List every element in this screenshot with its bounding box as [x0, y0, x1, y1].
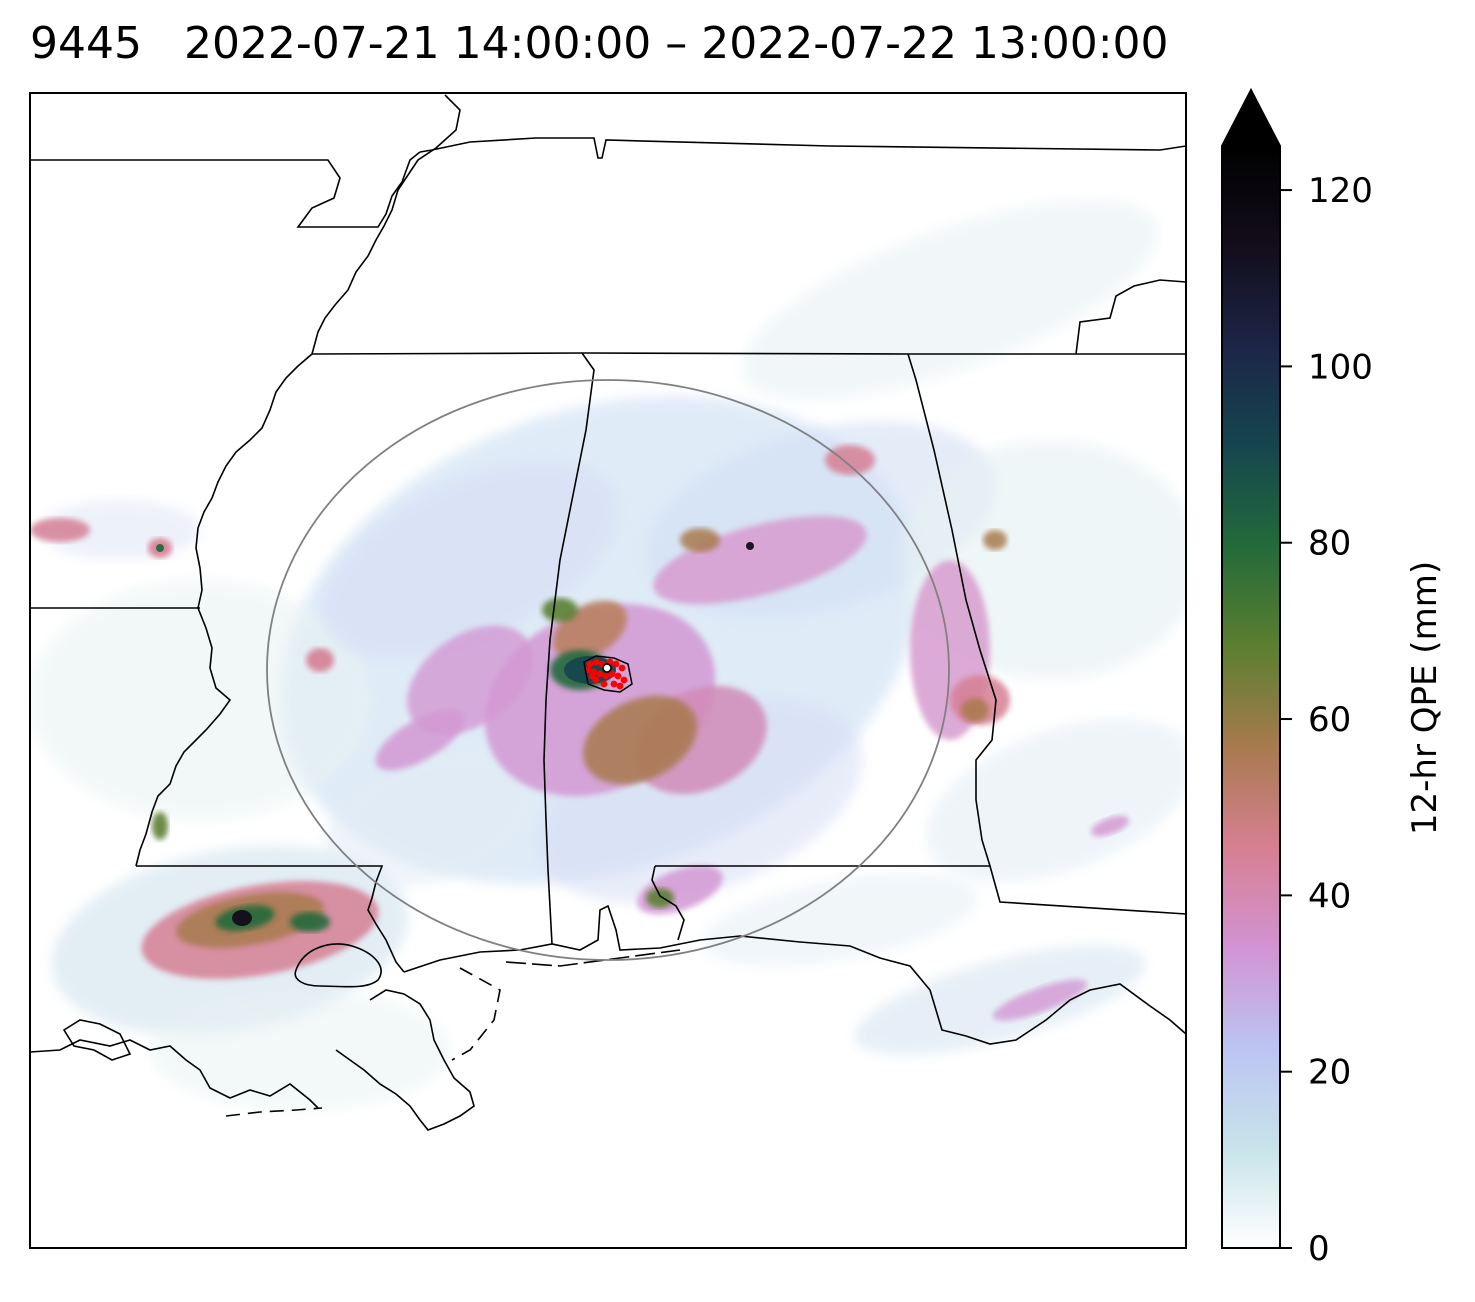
max-rain-point: [596, 670, 604, 678]
max-rain-outline: [583, 655, 633, 693]
state-borders: [30, 94, 1186, 1131]
colorbar-extend-triangle: [1222, 90, 1280, 146]
colorbar-tick-label: 0: [1308, 1229, 1330, 1269]
barrier-islands-south: [225, 1107, 323, 1117]
colorbar-tick-label: 80: [1308, 524, 1351, 564]
border-ms-al: [543, 352, 595, 945]
max-rain-point: [588, 672, 596, 680]
radius-circle: [266, 379, 950, 961]
border-ms-tn: [311, 352, 1186, 355]
map-title: 9445 2022-07-21 14:00:00 – 2022-07-22 13…: [30, 18, 1169, 69]
map-frame: [29, 92, 1187, 1249]
precip-cell: [701, 873, 979, 967]
precip-cell: [1091, 815, 1129, 837]
coast-gulf: [30, 1039, 319, 1109]
precip-cell: [646, 888, 674, 908]
precip-cell: [306, 648, 334, 672]
colorbar-tick-label: 40: [1308, 876, 1351, 916]
max-rain-point: [614, 672, 622, 680]
precip-cell: [961, 698, 989, 722]
colorbar-ticks: 0 20 40 60 80 100 120: [1280, 171, 1373, 1269]
barrier-islands-ms: [505, 949, 681, 967]
max-rain-point: [592, 658, 600, 666]
precip-cell: [983, 530, 1007, 550]
max-rain-point: [600, 680, 608, 688]
precip-cell: [30, 518, 90, 542]
time-range: 2022-07-21 14:00:00 – 2022-07-22 13:00:0…: [183, 18, 1169, 69]
colorbar-label: 12-hr QPE (mm): [1405, 561, 1445, 835]
precip-cell: [30, 580, 370, 820]
max-rain-markers: [583, 655, 633, 693]
precip-cell: [680, 528, 720, 552]
colorbar-tick-label: 60: [1308, 700, 1351, 740]
precip-cell: [992, 979, 1088, 1021]
colorbar-body: [1222, 146, 1280, 1248]
precip-cell: [152, 812, 168, 840]
max-rain-point: [602, 672, 610, 680]
precip-cell: [854, 945, 1146, 1055]
border-ar-ms-north: [30, 151, 421, 228]
border-al-fl: [655, 865, 1186, 915]
precip-cell: [290, 912, 330, 932]
max-rain-point: [608, 670, 616, 678]
precip-cell: [407, 625, 533, 735]
coast-ms-al: [403, 904, 1186, 1045]
delta-coast: [335, 989, 475, 1131]
precip-cell: [746, 542, 754, 550]
colorbar-tick-label: 100: [1308, 347, 1373, 387]
center-point-marker: [602, 663, 612, 673]
border-la-ms: [136, 865, 405, 973]
lake-pontchartrain: [294, 943, 382, 988]
colorbar-tick-label: 20: [1308, 1053, 1351, 1093]
precip-cell: [825, 445, 875, 475]
max-rain-point: [618, 664, 626, 672]
colorbar: 0 20 40 60 80 100 120 12-hr QPE (mm): [1221, 87, 1445, 1269]
max-rain-point: [616, 682, 624, 690]
island-marsh: [62, 1019, 132, 1061]
precip-cell: [324, 752, 536, 888]
border-al-ga: [907, 353, 997, 867]
case-id: 9445: [30, 18, 142, 69]
max-rain-point: [612, 660, 620, 668]
precip-cell: [232, 910, 252, 926]
precip-cell: [926, 718, 1186, 882]
barrier-islands: [451, 967, 501, 1061]
precip-cell: [542, 598, 578, 622]
precipitation-field: [30, 200, 1186, 1110]
map-content: [30, 94, 1186, 1131]
max-rain-point: [610, 680, 618, 688]
border-tn-north: [419, 137, 1186, 159]
precip-cell: [156, 544, 164, 552]
precip-cell: [653, 515, 867, 605]
precip-cell: [583, 695, 697, 785]
border-ga-tn-east: [1075, 279, 1186, 355]
precip-cell: [741, 200, 1159, 400]
colorbar-outline: [1221, 87, 1281, 1249]
max-rain-point: [586, 660, 594, 668]
precip-cell: [375, 709, 465, 771]
colorbar-tick-label: 120: [1308, 171, 1373, 211]
max-rain-point: [620, 676, 628, 684]
mississippi-river: [135, 94, 461, 867]
border-al-fl-west: [651, 865, 685, 941]
